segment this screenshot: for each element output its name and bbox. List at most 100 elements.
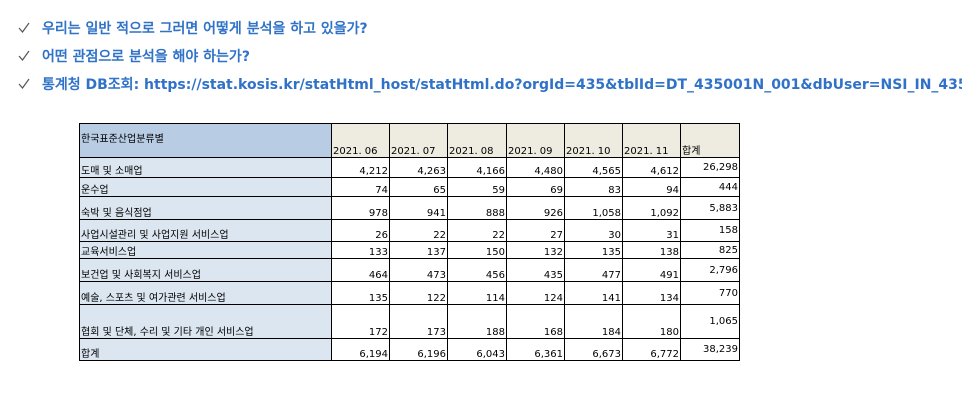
cell: 4,166: [447, 157, 507, 178]
cell: 122: [389, 281, 448, 305]
cell: 59: [447, 177, 507, 197]
cell: 4,480: [506, 157, 565, 178]
header-cell: 합계: [680, 123, 740, 158]
bullet: 우리는 일반 적으로 그러면 어떻게 분석을 하고 있을가?: [18, 14, 962, 42]
cell: 94: [622, 177, 681, 197]
cell: 보건업 및 사회복지 서비스업: [79, 258, 332, 282]
cell: 도매 및 소매업: [79, 157, 332, 178]
cell: 138: [622, 241, 681, 259]
cell: 132: [506, 241, 565, 259]
cell: 926: [506, 196, 565, 220]
cell: 1,092: [622, 196, 681, 220]
header-cell: 2021. 08: [447, 123, 507, 158]
cell: 6,673: [564, 338, 623, 361]
cell: 4,212: [331, 157, 390, 178]
cell: 825: [680, 241, 740, 259]
cell: 숙박 및 음식점업: [79, 196, 332, 220]
cell: 운수업: [79, 177, 332, 197]
data-table: 한국표준산업분류별 2021. 06 2021. 07 2021. 08 2021. 0…: [79, 123, 740, 361]
check-icon: [18, 22, 30, 33]
cell: 5,883: [680, 196, 740, 220]
cell: 6,194: [331, 338, 390, 361]
cell: 188: [447, 304, 507, 339]
cell: 교육서비스업: [79, 241, 332, 259]
table-row: 교육서비스업 133 137 150 132 135 138 825: [79, 241, 740, 259]
header-cell: 한국표준산업분류별: [79, 123, 332, 158]
cell: 184: [564, 304, 623, 339]
cell: 30: [564, 219, 623, 242]
bullet: 어떤 관점으로 분석을 해야 하는가?: [18, 42, 962, 70]
cell: 180: [622, 304, 681, 339]
cell: 38,239: [680, 338, 740, 361]
cell: 1,065: [680, 304, 740, 339]
cell: 예술, 스포츠 및 여가관련 서비스업: [79, 281, 332, 305]
cell: 173: [389, 304, 448, 339]
header-row: 한국표준산업분류별 2021. 06 2021. 07 2021. 08 2021. 0…: [79, 123, 740, 158]
cell: 4,565: [564, 157, 623, 178]
cell: 158: [680, 219, 740, 242]
table-row: 보건업 및 사회복지 서비스업 464 473 456 435 477 491 2,796: [79, 258, 740, 282]
cell: 770: [680, 281, 740, 305]
cell: 941: [389, 196, 448, 220]
table-row: 숙박 및 음식점업 978 941 888 926 1,058 1,092 5,883: [79, 196, 740, 220]
cell: 31: [622, 219, 681, 242]
header-cell: 2021. 06: [331, 123, 390, 158]
cell: 사업시설관리 및 사업지원 서비스업: [79, 219, 332, 242]
table-row: 협회 및 단체, 수리 및 기타 개인 서비스업 172 173 188 168 184 1…: [79, 304, 740, 339]
cell: 456: [447, 258, 507, 282]
cell: 444: [680, 177, 740, 197]
cell: 합계: [79, 338, 332, 361]
table-row: 합계 6,194 6,196 6,043 6,361 6,673 6,772 38,239: [79, 338, 740, 361]
bullet-text: 통계청 DB조회: https://stat.kosis.kr/statHtml…: [42, 77, 962, 93]
cell: 2,796: [680, 258, 740, 282]
cell: 4,612: [622, 157, 681, 178]
bullet-text: 우리는 일반 적으로 그러면 어떻게 분석을 하고 있을가?: [42, 21, 368, 37]
table-row: 사업시설관리 및 사업지원 서비스업 26 22 22 27 30 31 158: [79, 219, 740, 242]
cell: 69: [506, 177, 565, 197]
cell: 168: [506, 304, 565, 339]
header-cell: 2021. 11: [622, 123, 681, 158]
cell: 137: [389, 241, 448, 259]
table-row: 예술, 스포츠 및 여가관련 서비스업 135 122 114 124 141 134 770: [79, 281, 740, 305]
table-row: 도매 및 소매업 4,212 4,263 4,166 4,480 4,565 4,612 26…: [79, 157, 740, 178]
cell: 150: [447, 241, 507, 259]
cell: 124: [506, 281, 565, 305]
check-icon: [18, 78, 30, 89]
bullet-text: 어떤 관점으로 분석을 해야 하는가?: [42, 49, 250, 65]
bullet-list: 우리는 일반 적으로 그러면 어떻게 분석을 하고 있을가? 어떤 관점으로 분석…: [18, 14, 962, 98]
cell: 464: [331, 258, 390, 282]
cell: 172: [331, 304, 390, 339]
cell: 6,361: [506, 338, 565, 361]
table-row: 운수업 74 65 59 69 83 94 444: [79, 177, 740, 197]
cell: 114: [447, 281, 507, 305]
cell: 133: [331, 241, 390, 259]
cell: 135: [564, 241, 623, 259]
header-cell: 2021. 09: [506, 123, 565, 158]
cell: 6,772: [622, 338, 681, 361]
cell: 141: [564, 281, 623, 305]
cell: 4,263: [389, 157, 448, 178]
cell: 22: [447, 219, 507, 242]
cell: 134: [622, 281, 681, 305]
cell: 1,058: [564, 196, 623, 220]
cell: 473: [389, 258, 448, 282]
cell: 27: [506, 219, 565, 242]
bullet: 통계청 DB조회: https://stat.kosis.kr/statHtml…: [18, 70, 962, 98]
cell: 74: [331, 177, 390, 197]
cell: 888: [447, 196, 507, 220]
cell: 435: [506, 258, 565, 282]
cell: 26: [331, 219, 390, 242]
cell: 6,196: [389, 338, 448, 361]
cell: 978: [331, 196, 390, 220]
cell: 65: [389, 177, 448, 197]
header-cell: 2021. 07: [389, 123, 448, 158]
cell: 6,043: [447, 338, 507, 361]
cell: 22: [389, 219, 448, 242]
check-icon: [18, 50, 30, 61]
cell: 협회 및 단체, 수리 및 기타 개인 서비스업: [79, 304, 332, 339]
cell: 26,298: [680, 157, 740, 178]
cell: 83: [564, 177, 623, 197]
cell: 491: [622, 258, 681, 282]
header-cell: 2021. 10: [564, 123, 623, 158]
